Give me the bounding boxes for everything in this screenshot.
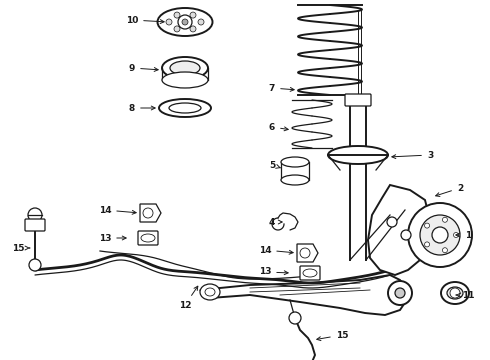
FancyBboxPatch shape: [25, 219, 45, 231]
Text: 15: 15: [12, 243, 30, 252]
Circle shape: [29, 259, 41, 271]
Circle shape: [300, 248, 310, 258]
Ellipse shape: [200, 284, 220, 300]
Text: 3: 3: [392, 150, 433, 159]
Ellipse shape: [205, 288, 215, 296]
Text: 7: 7: [269, 84, 294, 93]
Circle shape: [174, 12, 180, 18]
Circle shape: [432, 227, 448, 243]
Circle shape: [408, 203, 472, 267]
Ellipse shape: [328, 146, 388, 164]
Circle shape: [182, 19, 188, 25]
Text: 4: 4: [269, 217, 282, 226]
Text: 14: 14: [259, 246, 293, 255]
Polygon shape: [297, 244, 318, 262]
Circle shape: [450, 288, 460, 298]
Ellipse shape: [162, 57, 208, 79]
Circle shape: [198, 19, 204, 25]
Circle shape: [190, 12, 196, 18]
Circle shape: [420, 215, 460, 255]
Circle shape: [190, 26, 196, 32]
Circle shape: [388, 281, 412, 305]
FancyBboxPatch shape: [345, 94, 371, 106]
Text: 9: 9: [129, 63, 158, 72]
Text: 2: 2: [436, 184, 463, 197]
Ellipse shape: [281, 175, 309, 185]
FancyBboxPatch shape: [300, 266, 320, 280]
Ellipse shape: [141, 234, 155, 242]
Circle shape: [387, 217, 397, 227]
Circle shape: [401, 230, 411, 240]
Ellipse shape: [162, 72, 208, 88]
FancyBboxPatch shape: [138, 231, 158, 245]
Text: 15: 15: [317, 330, 348, 341]
Text: 12: 12: [179, 286, 198, 310]
Circle shape: [28, 208, 42, 222]
Circle shape: [178, 15, 192, 29]
Ellipse shape: [159, 99, 211, 117]
Circle shape: [424, 242, 430, 247]
Ellipse shape: [281, 157, 309, 167]
Circle shape: [395, 288, 405, 298]
Circle shape: [442, 248, 447, 253]
Ellipse shape: [303, 269, 317, 277]
Text: 13: 13: [99, 234, 126, 243]
Circle shape: [166, 19, 172, 25]
Polygon shape: [140, 204, 161, 222]
Ellipse shape: [169, 103, 201, 113]
Text: 14: 14: [98, 206, 136, 215]
Ellipse shape: [441, 282, 469, 304]
Circle shape: [289, 312, 301, 324]
Circle shape: [143, 208, 153, 218]
Polygon shape: [368, 185, 430, 275]
Circle shape: [424, 223, 430, 228]
Text: 11: 11: [456, 291, 474, 300]
Text: 10: 10: [126, 15, 164, 24]
Circle shape: [174, 26, 180, 32]
Polygon shape: [200, 275, 410, 315]
Text: 8: 8: [129, 104, 155, 113]
Text: 5: 5: [269, 161, 281, 170]
Text: 1: 1: [456, 230, 471, 239]
Text: 6: 6: [269, 122, 288, 131]
Ellipse shape: [157, 8, 213, 36]
Circle shape: [454, 233, 459, 238]
Circle shape: [442, 217, 447, 222]
Ellipse shape: [447, 287, 463, 299]
Text: 13: 13: [259, 267, 288, 276]
Ellipse shape: [170, 61, 200, 75]
